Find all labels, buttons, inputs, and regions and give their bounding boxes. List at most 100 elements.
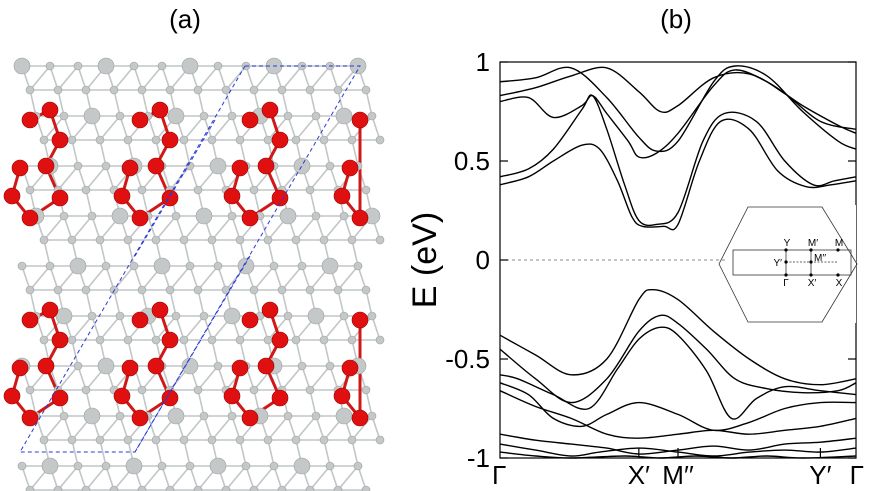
grey-atom-small <box>311 411 321 421</box>
grey-atom-large <box>83 107 101 125</box>
grey-atom-small <box>339 311 349 321</box>
grey-bond <box>57 365 79 391</box>
grey-bond <box>43 115 65 141</box>
grey-atom-large <box>69 257 87 275</box>
grey-atom-small <box>347 335 357 345</box>
inset-label-yp: Y′ <box>773 258 782 269</box>
y-tick-label-3: -0.5 <box>445 344 490 374</box>
grey-atom-small <box>291 435 301 445</box>
grey-atom-small <box>123 435 133 445</box>
grey-atom-small <box>367 311 377 321</box>
grey-atom-small <box>319 335 329 345</box>
red-atom <box>113 387 131 405</box>
grey-bond <box>225 65 247 91</box>
grey-atom-small <box>235 235 245 245</box>
grey-atom-small <box>53 85 63 95</box>
grey-atom-large <box>55 307 73 325</box>
grey-atom-small <box>319 435 329 445</box>
inset-label-m1: M′ <box>808 238 818 249</box>
grey-atom-small <box>213 361 223 371</box>
red-atom <box>21 209 39 227</box>
grey-bond <box>57 465 79 491</box>
band-line-8 <box>499 326 857 420</box>
inset-label-g: Γ <box>783 278 789 289</box>
grey-bond <box>323 339 331 367</box>
red-atom <box>3 387 21 405</box>
grey-bond <box>351 439 359 467</box>
grey-atom-small <box>185 461 195 471</box>
grey-atom-small <box>17 261 27 271</box>
grey-atom-small <box>213 61 223 71</box>
grey-atom-small <box>269 461 279 471</box>
grey-atom-small <box>199 311 209 321</box>
red-atom <box>333 187 351 205</box>
grey-bond <box>211 215 233 241</box>
grey-bond <box>113 65 135 91</box>
k-label-4: Γ <box>850 460 864 490</box>
grey-bond <box>155 215 177 241</box>
grey-bond <box>43 215 65 241</box>
grey-atom-small <box>249 185 259 195</box>
red-atom <box>341 159 359 177</box>
red-atoms <box>3 101 369 427</box>
grey-atom-small <box>305 285 315 295</box>
y-tick-label-2: 0 <box>476 245 490 275</box>
grey-atom-small <box>53 485 63 491</box>
grey-bond <box>197 89 205 117</box>
y-tick-label-0: 1 <box>476 47 490 77</box>
grey-atom-small <box>179 135 189 145</box>
grey-atom-small <box>235 335 245 345</box>
grey-atom-small <box>375 435 385 445</box>
red-atom <box>161 389 179 407</box>
red-atom <box>241 409 259 427</box>
red-atom <box>131 409 149 427</box>
grey-atom-large <box>167 407 185 425</box>
inset-label-x: X <box>836 278 843 289</box>
grey-bond <box>365 289 373 317</box>
grey-atom-large <box>97 357 115 375</box>
grey-atom-small <box>73 361 83 371</box>
band-line-4 <box>499 94 857 227</box>
grey-atom-small <box>137 485 147 491</box>
grey-atom-small <box>375 135 385 145</box>
red-atom <box>351 311 369 329</box>
grey-atom-small <box>305 385 315 395</box>
grey-atom-large <box>307 307 325 325</box>
unit-cell-divider <box>134 255 251 453</box>
grey-bond <box>99 415 121 441</box>
red-atom <box>271 389 289 407</box>
grey-atom-small <box>95 335 105 345</box>
panel-label-a: (a) <box>169 4 201 34</box>
grey-atom-small <box>291 335 301 345</box>
red-atom <box>11 359 29 377</box>
grey-atom-small <box>325 361 335 371</box>
unit-cell-divider-2 <box>134 119 216 257</box>
red-atom <box>131 209 149 227</box>
grey-bonds <box>21 65 381 491</box>
grey-atom-small <box>221 485 231 491</box>
grey-bond <box>197 365 219 391</box>
rectangular-zone <box>732 249 852 276</box>
x-axis-ticks: Γ X′ M′′ Y′ Γ <box>492 448 864 490</box>
grey-atom-small <box>123 135 133 145</box>
grey-atom-small <box>171 211 181 221</box>
grey-atom-small <box>249 485 259 491</box>
grey-atom-small <box>151 135 161 145</box>
grey-bond <box>141 89 149 117</box>
y-tick-label-4: -1 <box>467 443 490 473</box>
grey-atom-small <box>277 285 287 295</box>
grey-bond <box>365 89 373 117</box>
grey-atom-small <box>39 235 49 245</box>
grey-atom-small <box>115 111 125 121</box>
grey-bond <box>239 439 247 467</box>
grey-bond <box>309 65 331 91</box>
red-atom <box>3 187 21 205</box>
grey-bond <box>99 115 121 141</box>
red-atom <box>257 357 275 375</box>
grey-bond <box>155 439 163 467</box>
grey-atom-small <box>179 235 189 245</box>
grey-atom-small <box>367 111 377 121</box>
grey-bond <box>267 115 289 141</box>
grey-atom-small <box>269 261 279 271</box>
red-atom <box>51 331 69 349</box>
